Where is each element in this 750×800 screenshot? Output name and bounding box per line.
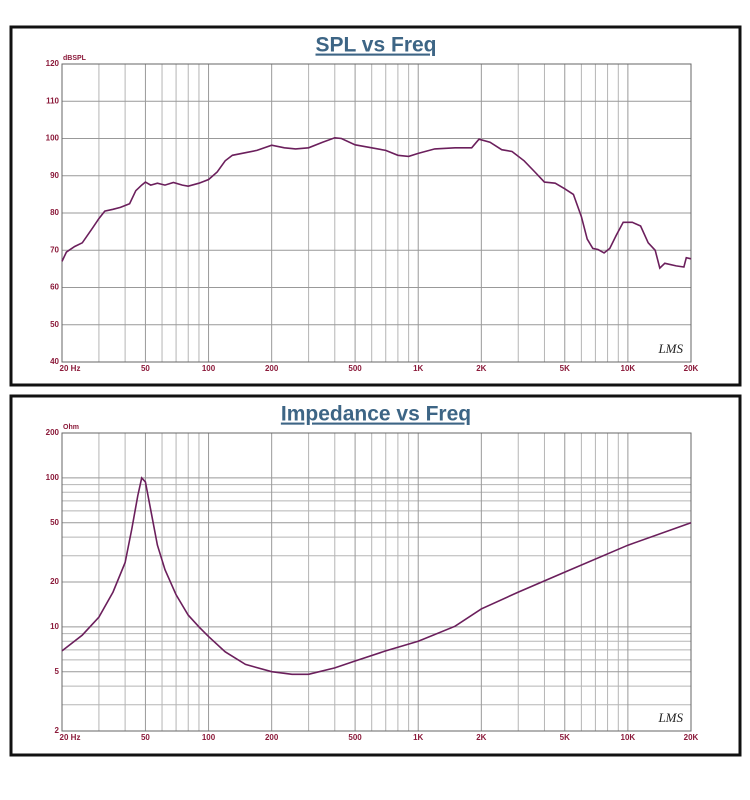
data-line — [61, 476, 692, 676]
plot-border — [61, 432, 692, 732]
x-tick-label: 2K — [476, 364, 486, 373]
y-tick-label: 60 — [50, 283, 59, 292]
x-tick-label: 2K — [476, 733, 486, 742]
watermark: LMS — [657, 710, 683, 725]
x-tick-label: 500 — [348, 364, 362, 373]
chart-title: Impedance vs Freq — [281, 403, 471, 426]
y-tick-label: 5 — [55, 667, 60, 676]
y-tick-label: 100 — [46, 473, 60, 482]
y-axis-unit: dBSPL — [63, 55, 87, 62]
x-tick-label: 20K — [684, 733, 699, 742]
y-tick-label: 50 — [50, 320, 59, 329]
y-tick-label: 80 — [50, 208, 59, 217]
data-line — [61, 136, 692, 270]
x-tick-label: 10K — [621, 733, 636, 742]
x-tick-label: 10K — [621, 364, 636, 373]
x-tick-label: 100 — [202, 733, 216, 742]
x-tick-label: 5K — [560, 364, 570, 373]
x-tick-label: 1K — [413, 364, 423, 373]
y-tick-label: 200 — [46, 428, 60, 437]
x-tick-label: 100 — [202, 364, 216, 373]
x-tick-label: 50 — [141, 733, 150, 742]
y-tick-label: 40 — [50, 357, 59, 366]
x-tick-label: 5K — [560, 733, 570, 742]
watermark: LMS — [657, 341, 683, 356]
y-tick-label: 110 — [46, 96, 59, 105]
y-tick-label: 2 — [55, 726, 60, 735]
x-tick-label: 50 — [141, 364, 150, 373]
chart-panel: 20 Hz 50 100 200 500 1K 2K 5K 10K 20K 40 50 60 70 80 90… — [9, 25, 742, 387]
x-tick-label: 200 — [265, 364, 279, 373]
x-tick-label: 500 — [348, 733, 362, 742]
y-tick-label: 90 — [50, 171, 59, 180]
x-tick-label: 1K — [413, 733, 423, 742]
x-tick-label: 20 Hz — [60, 733, 81, 742]
y-axis-unit: Ohm — [63, 424, 79, 431]
plot-border — [61, 63, 692, 363]
x-tick-label: 20 Hz — [60, 364, 81, 373]
y-tick-label: 70 — [50, 245, 59, 254]
chart-title: SPL vs Freq — [316, 34, 437, 57]
chart-panel: 20 Hz 50 100 200 500 1K 2K 5K 10K 20K 2 5 10 20 50 100 2… — [9, 394, 742, 757]
y-tick-label: 20 — [50, 577, 59, 586]
y-tick-label: 100 — [46, 134, 60, 143]
y-tick-label: 50 — [50, 518, 59, 527]
x-tick-label: 200 — [265, 733, 279, 742]
y-tick-label: 10 — [50, 622, 59, 631]
y-tick-label: 120 — [46, 59, 60, 68]
x-tick-label: 20K — [684, 364, 699, 373]
